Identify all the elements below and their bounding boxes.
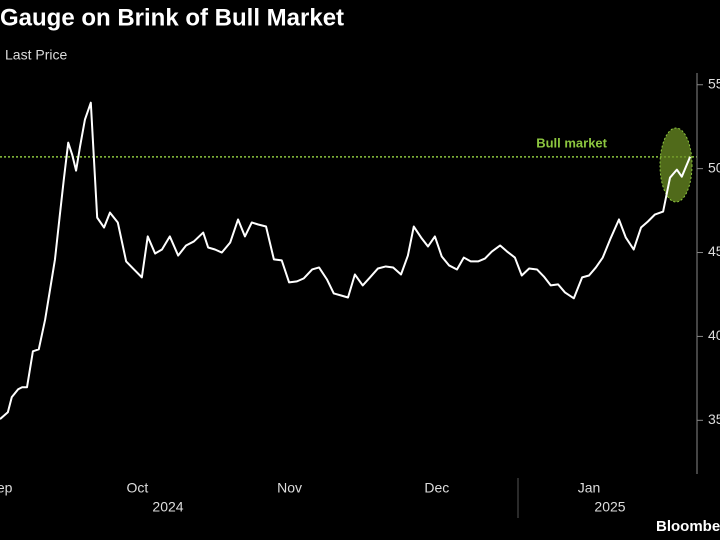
source: Bloomberg: [656, 518, 720, 535]
year-label: 2024: [152, 499, 183, 515]
x-tick-label: Dec: [424, 480, 449, 496]
chart-title: Gauge on Brink of Bull Market: [0, 4, 344, 31]
x-tick-label: Nov: [277, 480, 302, 496]
y-tick-label: 40: [708, 327, 720, 343]
y-tick-label: 45: [708, 243, 720, 259]
legend-label: Last Price: [5, 47, 67, 63]
year-label: 2025: [594, 499, 625, 515]
x-tick-label: Sep: [0, 480, 13, 496]
y-tick-label: 55: [708, 75, 720, 91]
annotation-label: Bull market: [536, 135, 607, 150]
y-tick-label: 50: [708, 159, 720, 175]
price-line: [0, 101, 692, 420]
x-tick-label: Jan: [578, 480, 601, 496]
y-tick-label: 35: [708, 411, 720, 427]
x-tick-label: Oct: [127, 480, 149, 496]
